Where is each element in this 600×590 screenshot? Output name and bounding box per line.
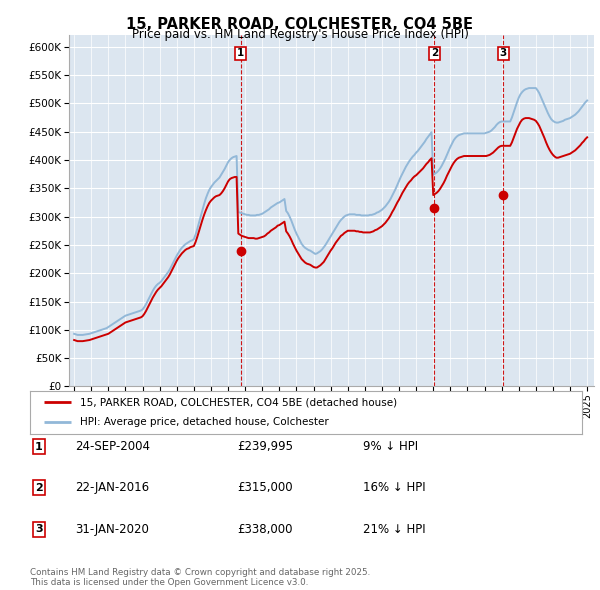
Text: 1: 1 (237, 48, 244, 58)
Text: 3: 3 (499, 48, 506, 58)
Text: £338,000: £338,000 (237, 523, 293, 536)
Text: 22-JAN-2016: 22-JAN-2016 (75, 481, 149, 494)
Text: £315,000: £315,000 (237, 481, 293, 494)
Text: 2: 2 (431, 48, 438, 58)
Text: 3: 3 (35, 525, 43, 534)
Text: 16% ↓ HPI: 16% ↓ HPI (363, 481, 425, 494)
Text: Price paid vs. HM Land Registry's House Price Index (HPI): Price paid vs. HM Land Registry's House … (131, 28, 469, 41)
Text: Contains HM Land Registry data © Crown copyright and database right 2025.
This d: Contains HM Land Registry data © Crown c… (30, 568, 370, 587)
Text: 1: 1 (35, 442, 43, 451)
Text: 24-SEP-2004: 24-SEP-2004 (75, 440, 150, 453)
Text: 9% ↓ HPI: 9% ↓ HPI (363, 440, 418, 453)
Text: 15, PARKER ROAD, COLCHESTER, CO4 5BE (detached house): 15, PARKER ROAD, COLCHESTER, CO4 5BE (de… (80, 397, 397, 407)
Text: 31-JAN-2020: 31-JAN-2020 (75, 523, 149, 536)
Text: £239,995: £239,995 (237, 440, 293, 453)
Text: 15, PARKER ROAD, COLCHESTER, CO4 5BE: 15, PARKER ROAD, COLCHESTER, CO4 5BE (127, 17, 473, 31)
Text: 21% ↓ HPI: 21% ↓ HPI (363, 523, 425, 536)
Text: 2: 2 (35, 483, 43, 493)
Text: HPI: Average price, detached house, Colchester: HPI: Average price, detached house, Colc… (80, 417, 328, 427)
